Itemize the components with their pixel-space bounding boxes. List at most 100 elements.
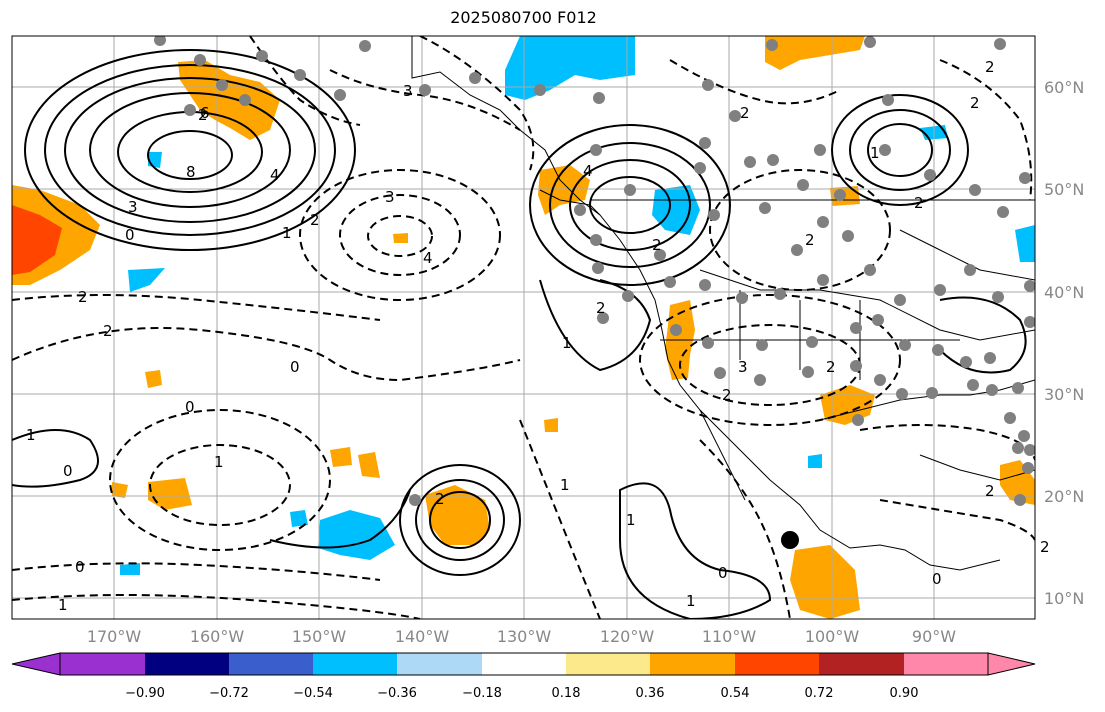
positive-shade [544, 418, 558, 432]
latitude-label: 20°N [1044, 487, 1084, 506]
latitude-label: 30°N [1044, 385, 1084, 404]
positive-shade [425, 485, 490, 545]
colorbar-arrow-high [987, 652, 1036, 676]
positive-shade [330, 447, 352, 467]
contour-label: 2 [914, 194, 924, 212]
colorbar-segment [145, 653, 229, 675]
dashed-contours [12, 36, 1035, 619]
contour-label: 1 [282, 224, 292, 242]
colorbar-tick-label: 0.36 [636, 686, 665, 701]
contour-label: 2 [596, 299, 606, 317]
contour-label: 2 [985, 58, 995, 76]
contour-label: 1 [562, 334, 572, 352]
contour-label: 2 [78, 288, 88, 306]
contour-label: 2 [805, 231, 815, 249]
colorbar: −0.90 −0.72 −0.54 −0.36 −0.18 0.18 0.36 … [11, 652, 1036, 701]
contour-label: 4 [423, 249, 433, 267]
map-title: 2025080700 F012 [450, 8, 597, 27]
colorbar-tick-label: −0.54 [293, 686, 333, 701]
contour-label: 1 [58, 596, 68, 614]
map-border [11, 35, 1036, 620]
colorbar-segment [229, 653, 313, 675]
contour-label: 2 [740, 104, 750, 122]
longitude-label: 150°W [292, 627, 347, 646]
contour-label: 3 [738, 358, 748, 376]
colorbar-segment [819, 653, 904, 675]
contour-label: 0 [185, 398, 195, 416]
contour-label: 2 [198, 106, 208, 124]
positive-shade [148, 478, 192, 510]
contour-label: 0 [932, 570, 942, 588]
location-marker [781, 531, 799, 549]
negative-shade [808, 454, 822, 468]
longitude-label: 100°W [805, 627, 860, 646]
colorbar-segment [735, 653, 819, 675]
colorbar-segment [397, 653, 482, 675]
contour-label: 0 [125, 226, 135, 244]
contour-label: 1 [214, 453, 224, 471]
colorbar-tick-label: −0.90 [125, 686, 165, 701]
latitude-labels: 60°N 50°N 40°N 30°N 20°N 10°N [1044, 78, 1084, 608]
negative-shade [652, 185, 700, 235]
longitude-label: 130°W [497, 627, 552, 646]
contour-label: 1 [870, 144, 880, 162]
longitude-label: 90°W [912, 627, 956, 646]
negative-shade [505, 36, 635, 100]
latitude-label: 50°N [1044, 180, 1084, 199]
colorbar-segment [566, 653, 650, 675]
positive-shade [145, 370, 162, 388]
positive-shade [358, 452, 380, 478]
contour-label: 3 [385, 188, 395, 206]
positive-shade [765, 36, 865, 70]
contour-label: 2 [722, 386, 732, 404]
contour-label: 1 [686, 592, 696, 610]
contour-label: 2 [1040, 538, 1050, 556]
colorbar-segment [650, 653, 735, 675]
contour-label: 0 [75, 558, 85, 576]
longitude-label: 140°W [395, 627, 450, 646]
contour-label: 0 [718, 564, 728, 582]
colorbar-tick-label: 0.72 [805, 686, 834, 701]
contour-label: 0 [63, 462, 73, 480]
strong-positive-shade [12, 205, 62, 275]
contour-label: 2 [435, 490, 445, 508]
colorbar-arrow-low [11, 652, 61, 676]
graticule [12, 36, 1035, 619]
longitude-label: 120°W [600, 627, 655, 646]
colorbar-segment [60, 653, 145, 675]
positive-shade [112, 482, 128, 498]
positive-shade [178, 60, 280, 140]
contour-label: 2 [310, 211, 320, 229]
solid-contours [12, 49, 1027, 619]
contour-label: 3 [128, 198, 138, 216]
negative-shade [120, 563, 140, 575]
contour-label: 2 [826, 358, 836, 376]
colorbar-segment [313, 653, 397, 675]
contour-label: 2 [985, 482, 995, 500]
longitude-label: 170°W [87, 627, 142, 646]
contour-label: 2 [970, 94, 980, 112]
longitude-labels: 170°W 160°W 150°W 140°W 130°W 120°W 110°… [87, 627, 956, 646]
contour-label: 0 [290, 358, 300, 376]
contour-label: 3 [403, 82, 413, 100]
contour-label: 4 [270, 166, 280, 184]
positive-shade [393, 233, 408, 243]
contour-label: 2 [652, 236, 662, 254]
colorbar-segment [482, 653, 566, 675]
colorbar-outline [59, 652, 989, 676]
positive-shade [790, 545, 860, 619]
colorbar-tick-label: −0.72 [209, 686, 249, 701]
negative-shade [148, 152, 162, 168]
longitude-label: 160°W [190, 627, 245, 646]
colorbar-tick-label: 0.54 [721, 686, 750, 701]
negative-shade [128, 268, 165, 292]
latitude-label: 40°N [1044, 283, 1084, 302]
contour-label: 1 [626, 511, 636, 529]
contour-label: 1 [26, 426, 36, 444]
negative-shade [1015, 225, 1035, 262]
latitude-label: 60°N [1044, 78, 1084, 97]
colorbar-tick-label: 0.18 [552, 686, 581, 701]
contour-labels: 2 6 8 4 3 0 2 1 2 3 4 4 2 2 2 2 0 2 1 3 … [26, 58, 1050, 614]
contour-label: 8 [186, 163, 196, 181]
